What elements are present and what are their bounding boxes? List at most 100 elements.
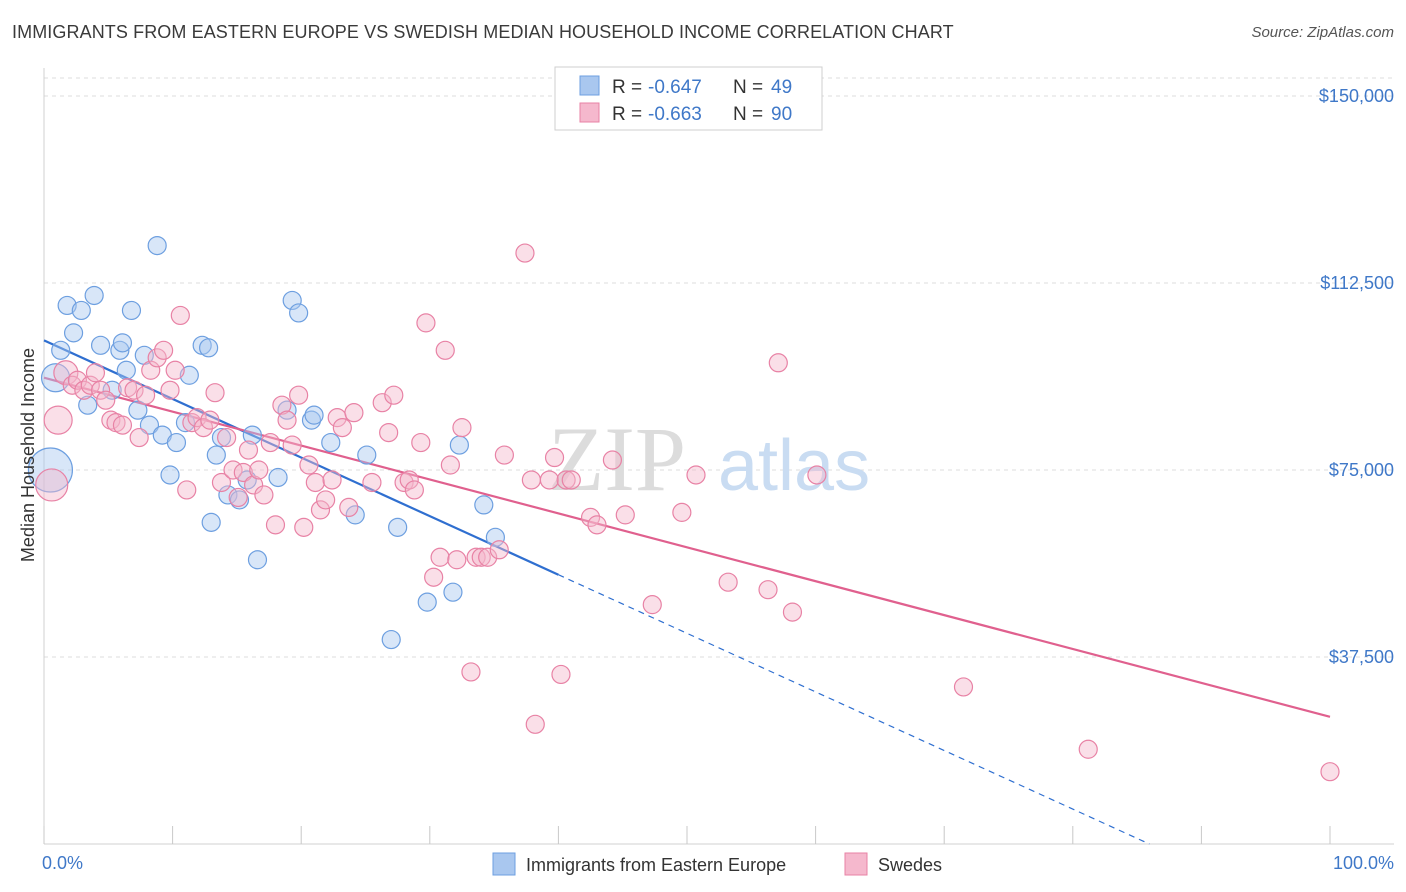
point-swedes-78 bbox=[539, 470, 559, 490]
point-swedes-32 bbox=[228, 487, 248, 508]
point-swedes-9 bbox=[96, 390, 116, 410]
point-swedes-43 bbox=[289, 385, 309, 405]
point-swedes-79 bbox=[544, 447, 565, 468]
point-swedes-62 bbox=[416, 313, 436, 333]
axes bbox=[43, 68, 1394, 845]
point-swedes-7 bbox=[85, 363, 106, 383]
point-eastern-europe-19 bbox=[160, 465, 180, 485]
y-tick-labels: $37,500 $75,000 $112,500 $150,000 bbox=[1319, 86, 1394, 667]
point-swedes-19 bbox=[153, 340, 174, 360]
point-swedes-73 bbox=[489, 540, 509, 560]
point-eastern-europe-36 bbox=[289, 303, 309, 323]
legend-r-label-1: R = bbox=[612, 77, 642, 98]
point-eastern-europe-44 bbox=[417, 592, 437, 612]
data-points bbox=[27, 236, 1340, 782]
point-eastern-europe-12 bbox=[116, 360, 136, 380]
point-swedes-14 bbox=[124, 380, 144, 400]
point-swedes-40 bbox=[272, 395, 292, 415]
point-swedes-2 bbox=[53, 360, 79, 386]
point-swedes-82 bbox=[561, 470, 581, 490]
point-swedes-49 bbox=[322, 470, 342, 490]
point-eastern-europe-26 bbox=[206, 445, 226, 465]
point-eastern-europe-0 bbox=[27, 447, 74, 493]
point-eastern-europe-2 bbox=[51, 340, 71, 360]
point-swedes-6 bbox=[80, 375, 100, 395]
point-swedes-41 bbox=[277, 410, 297, 430]
y-axis-label: Median Household Income bbox=[18, 348, 38, 562]
point-swedes-27 bbox=[200, 410, 220, 430]
point-eastern-europe-20 bbox=[166, 432, 187, 453]
point-swedes-92 bbox=[768, 353, 788, 373]
point-eastern-europe-31 bbox=[242, 425, 262, 445]
trend-line-swedes bbox=[43, 376, 1331, 718]
point-swedes-35 bbox=[244, 475, 264, 495]
point-swedes-83 bbox=[580, 507, 601, 527]
point-swedes-67 bbox=[447, 550, 467, 570]
legend-r-label-2: R = bbox=[612, 104, 642, 125]
legend-swatch-blue bbox=[579, 75, 600, 96]
point-swedes-65 bbox=[435, 340, 455, 360]
point-swedes-60 bbox=[404, 480, 424, 500]
point-eastern-europe-42 bbox=[381, 629, 401, 650]
x-tick-label-end: 100.0% bbox=[1333, 853, 1394, 873]
point-swedes-16 bbox=[135, 385, 156, 405]
legend: R = -0.647 N = 49 R = -0.663 N = 90 bbox=[554, 66, 823, 131]
point-swedes-55 bbox=[372, 393, 392, 413]
point-swedes-30 bbox=[217, 427, 237, 448]
point-eastern-europe-21 bbox=[175, 413, 196, 433]
point-swedes-48 bbox=[316, 490, 336, 510]
legend-r-value-2: -0.663 bbox=[648, 104, 702, 125]
point-swedes-90 bbox=[718, 572, 738, 592]
point-swedes-33 bbox=[233, 462, 253, 483]
point-swedes-10 bbox=[101, 410, 121, 430]
point-swedes-52 bbox=[339, 497, 359, 517]
point-eastern-europe-35 bbox=[282, 290, 302, 311]
y-tick-label-3: $150,000 bbox=[1319, 86, 1394, 106]
point-eastern-europe-47 bbox=[474, 495, 494, 515]
trend-line-extension-eastern-europe bbox=[558, 574, 1150, 845]
point-swedes-69 bbox=[461, 662, 481, 682]
watermark-atlas: atlas bbox=[718, 426, 870, 506]
point-swedes-26 bbox=[193, 418, 214, 438]
point-swedes-0 bbox=[35, 468, 69, 502]
y-tick-label-2: $112,500 bbox=[1320, 273, 1394, 293]
point-swedes-75 bbox=[515, 243, 535, 263]
point-swedes-88 bbox=[672, 502, 692, 522]
point-swedes-1 bbox=[43, 405, 73, 435]
legend-n-label-2: N = bbox=[733, 104, 763, 125]
gridlines bbox=[44, 77, 1394, 658]
point-swedes-39 bbox=[265, 515, 286, 535]
point-eastern-europe-3 bbox=[57, 295, 77, 316]
point-swedes-51 bbox=[332, 418, 352, 438]
point-swedes-57 bbox=[384, 385, 404, 405]
y-tick-label-0: $37,500 bbox=[1329, 647, 1394, 667]
point-swedes-28 bbox=[205, 383, 225, 403]
point-eastern-europe-9 bbox=[102, 380, 122, 400]
point-swedes-80 bbox=[551, 664, 571, 685]
point-eastern-europe-25 bbox=[201, 512, 221, 532]
x-tick-labels: 0.0% 100.0% bbox=[42, 853, 1394, 873]
point-swedes-86 bbox=[615, 505, 635, 525]
trend-lines bbox=[43, 339, 1331, 845]
point-eastern-europe-6 bbox=[78, 395, 98, 415]
point-eastern-europe-39 bbox=[321, 432, 341, 453]
point-eastern-europe-5 bbox=[71, 300, 91, 321]
point-swedes-84 bbox=[587, 515, 607, 535]
point-swedes-68 bbox=[452, 418, 472, 438]
point-swedes-4 bbox=[67, 370, 88, 390]
point-swedes-29 bbox=[211, 472, 232, 493]
legend-n-value-1: 49 bbox=[771, 77, 792, 98]
point-eastern-europe-43 bbox=[388, 517, 408, 537]
point-swedes-15 bbox=[129, 427, 149, 448]
bottom-legend-swatch-pink bbox=[844, 852, 868, 876]
point-eastern-europe-45 bbox=[443, 582, 463, 602]
point-eastern-europe-41 bbox=[357, 445, 377, 465]
point-eastern-europe-22 bbox=[179, 365, 199, 385]
point-swedes-17 bbox=[141, 360, 161, 380]
point-eastern-europe-40 bbox=[345, 505, 365, 525]
point-eastern-europe-48 bbox=[485, 527, 505, 547]
point-eastern-europe-46 bbox=[449, 435, 469, 455]
point-swedes-64 bbox=[430, 547, 450, 567]
point-swedes-72 bbox=[478, 547, 498, 567]
